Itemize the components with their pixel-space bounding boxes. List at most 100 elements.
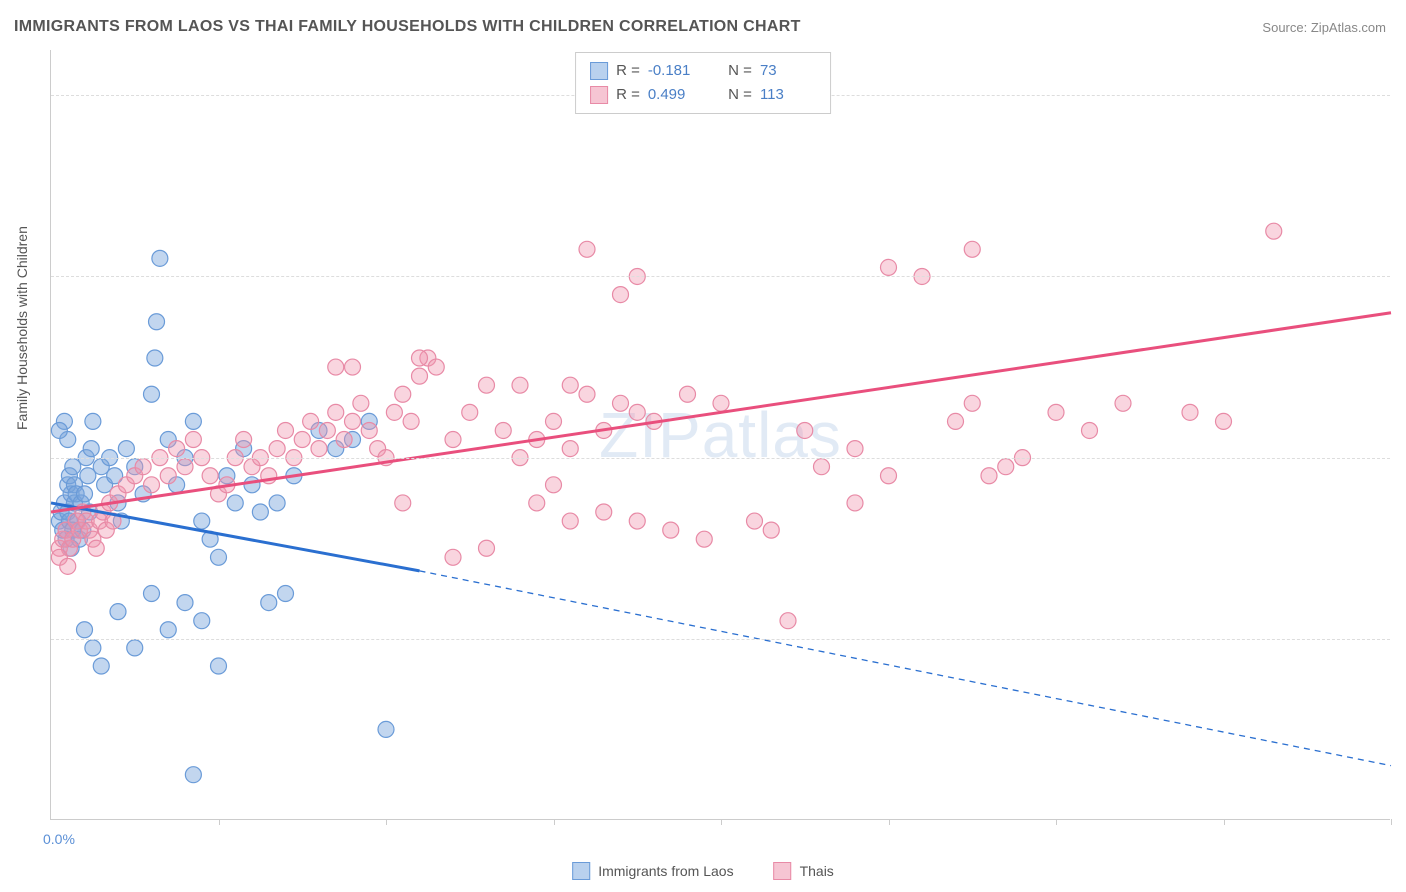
scatter-point xyxy=(579,386,595,402)
scatter-point xyxy=(77,486,93,502)
scatter-point xyxy=(83,441,99,457)
scatter-point xyxy=(613,395,629,411)
x-tick-mark xyxy=(1056,819,1057,825)
x-tick-mark xyxy=(219,819,220,825)
x-tick-mark xyxy=(721,819,722,825)
scatter-point xyxy=(353,395,369,411)
scatter-point xyxy=(149,314,165,330)
scatter-point xyxy=(386,404,402,420)
scatter-point xyxy=(847,495,863,511)
scatter-point xyxy=(144,386,160,402)
scatter-point xyxy=(981,468,997,484)
scatter-point xyxy=(462,404,478,420)
scatter-point xyxy=(185,413,201,429)
scatter-point xyxy=(269,441,285,457)
scatter-point xyxy=(479,540,495,556)
scatter-point xyxy=(663,522,679,538)
scatter-point xyxy=(144,477,160,493)
scatter-point xyxy=(562,513,578,529)
chart-title: IMMIGRANTS FROM LAOS VS THAI FAMILY HOUS… xyxy=(14,18,801,36)
scatter-point xyxy=(361,422,377,438)
scatter-point xyxy=(177,459,193,475)
scatter-point xyxy=(211,658,227,674)
scatter-point xyxy=(1048,404,1064,420)
scatter-point xyxy=(261,595,277,611)
legend-label: Immigrants from Laos xyxy=(598,863,733,879)
scatter-point xyxy=(278,586,294,602)
scatter-point xyxy=(713,395,729,411)
legend-entry: Immigrants from Laos xyxy=(572,862,733,880)
scatter-point xyxy=(236,432,252,448)
scatter-point xyxy=(252,504,268,520)
scatter-point xyxy=(93,658,109,674)
scatter-point xyxy=(211,549,227,565)
scatter-point xyxy=(395,386,411,402)
scatter-point xyxy=(529,495,545,511)
scatter-point xyxy=(278,422,294,438)
x-axis-min-label: 0.0% xyxy=(43,831,75,847)
n-value: 113 xyxy=(760,83,816,107)
scatter-point xyxy=(85,640,101,656)
scatter-point xyxy=(336,432,352,448)
plot-area: ZIPatlas 0.0% 80.0% 20.0%40.0%60.0%80.0% xyxy=(50,50,1390,820)
scatter-point xyxy=(378,721,394,737)
scatter-point xyxy=(160,468,176,484)
scatter-point xyxy=(479,377,495,393)
scatter-point xyxy=(780,613,796,629)
scatter-point xyxy=(202,468,218,484)
legend-swatch xyxy=(774,862,792,880)
scatter-point xyxy=(328,404,344,420)
scatter-point xyxy=(88,540,104,556)
scatter-point xyxy=(546,477,562,493)
scatter-point xyxy=(185,432,201,448)
scatter-point xyxy=(1266,223,1282,239)
scatter-point xyxy=(847,441,863,457)
x-tick-mark xyxy=(1224,819,1225,825)
legend-swatch xyxy=(590,86,608,104)
scatter-point xyxy=(881,259,897,275)
scatter-point xyxy=(60,558,76,574)
scatter-point xyxy=(269,495,285,511)
scatter-point xyxy=(403,413,419,429)
scatter-point xyxy=(110,604,126,620)
scatter-point xyxy=(118,441,134,457)
scatter-point xyxy=(998,459,1014,475)
scatter-point xyxy=(85,413,101,429)
scatter-point xyxy=(227,495,243,511)
x-tick-mark xyxy=(1391,819,1392,825)
r-value: -0.181 xyxy=(648,59,704,83)
scatter-point xyxy=(797,422,813,438)
scatter-point xyxy=(747,513,763,529)
scatter-point xyxy=(445,432,461,448)
scatter-point xyxy=(562,377,578,393)
scatter-point xyxy=(412,368,428,384)
scatter-point xyxy=(77,622,93,638)
scatter-point xyxy=(512,377,528,393)
scatter-point xyxy=(144,586,160,602)
scatter-point xyxy=(964,241,980,257)
n-value: 73 xyxy=(760,59,816,83)
source-attribution: Source: ZipAtlas.com xyxy=(1262,20,1386,35)
scatter-point xyxy=(194,513,210,529)
scatter-point xyxy=(814,459,830,475)
scatter-point xyxy=(395,495,411,511)
scatter-point xyxy=(579,241,595,257)
scatter-point xyxy=(319,422,335,438)
y-axis-label: Family Households with Children xyxy=(14,226,30,430)
scatter-point xyxy=(1182,404,1198,420)
regression-line-extrapolated xyxy=(420,571,1392,766)
scatter-point xyxy=(194,613,210,629)
scatter-point xyxy=(680,386,696,402)
legend-swatch xyxy=(590,62,608,80)
scatter-point xyxy=(169,441,185,457)
scatter-point xyxy=(445,549,461,565)
scatter-point xyxy=(311,441,327,457)
legend-swatch xyxy=(572,862,590,880)
x-tick-mark xyxy=(889,819,890,825)
source-link[interactable]: ZipAtlas.com xyxy=(1311,20,1386,35)
scatter-point xyxy=(135,459,151,475)
scatter-point xyxy=(1115,395,1131,411)
source-label: Source: xyxy=(1262,20,1307,35)
n-label: N = xyxy=(728,59,752,83)
scatter-point xyxy=(160,622,176,638)
